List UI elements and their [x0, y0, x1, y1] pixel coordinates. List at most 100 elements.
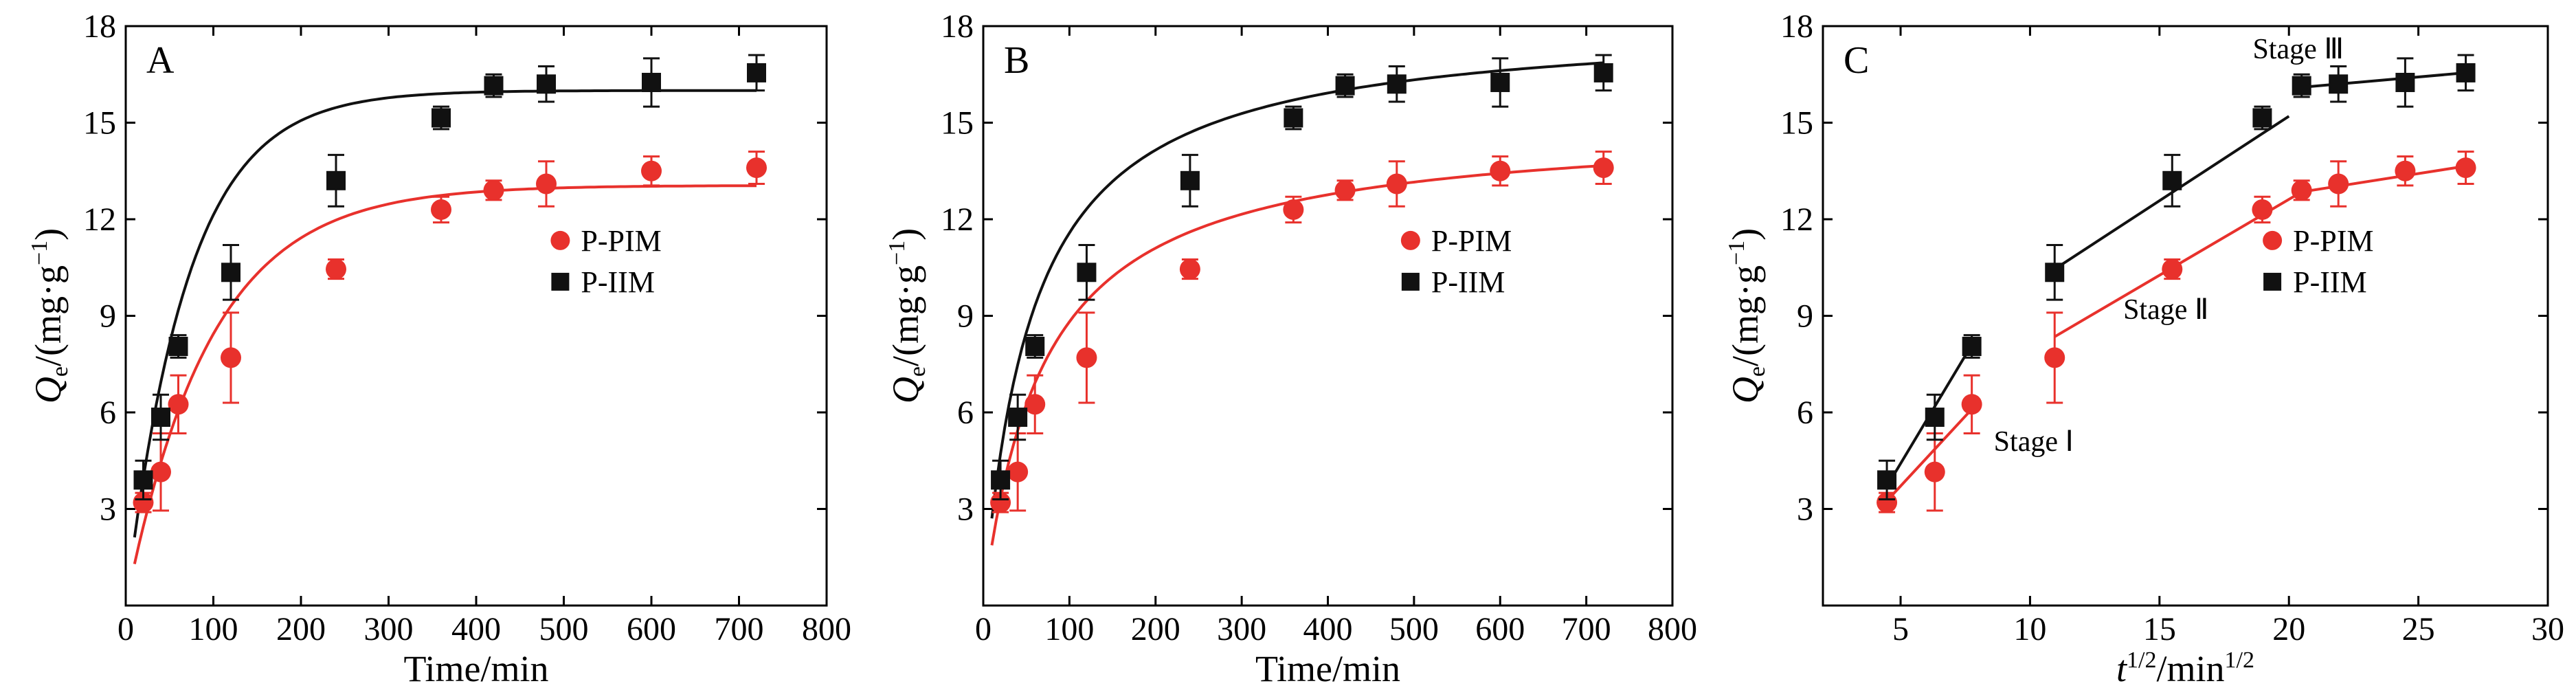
panel-c-y-tick-label: 15 — [1780, 105, 1813, 142]
panel-a-point-p-pim — [746, 157, 767, 179]
panel-c-point-p-pim — [1877, 492, 1898, 513]
panel-b-y-tick-label: 15 — [941, 105, 974, 142]
panel-b-point-p-pim — [1386, 173, 1407, 195]
panel-c-x-tick-label: 25 — [2402, 611, 2435, 647]
panel-b-ylabel-sub: e — [905, 366, 930, 377]
panel-b-point-p-iim — [1490, 72, 1510, 92]
panel-c-fit-lines — [1885, 71, 2466, 502]
panel-b: 0 100 200 300 400 500 600 700 800 3 6 9 12 15 18 B Tim… — [884, 8, 1697, 689]
panel-c-x-tick-label: 30 — [2531, 611, 2564, 647]
panel-a-x-tick-label: 100 — [189, 611, 238, 647]
panel-a-letter: A — [146, 39, 175, 82]
panel-a-point-p-pim — [133, 492, 154, 513]
panel-a-point-p-iim — [221, 263, 240, 282]
panel-c-point-p-iim — [2252, 108, 2272, 128]
panel-c-point-p-iim — [2045, 263, 2065, 282]
panel-c-point-p-pim — [2395, 160, 2416, 181]
panel-c-segment-p-iim — [2301, 71, 2466, 89]
panel-c-point-p-iim — [1962, 336, 1982, 356]
panel-b-point-p-pim — [1179, 258, 1200, 280]
panel-c-y-tick-label: 18 — [1780, 8, 1813, 45]
panel-c-ticks: 5 10 15 20 25 30 3 6 9 12 15 18 — [1780, 8, 2564, 647]
panel-c-point-p-pim — [2252, 199, 2273, 220]
panel-b-y-tick-label: 18 — [941, 8, 974, 45]
panel-b-x-axis-title: Time/min — [1255, 648, 1400, 689]
panel-a-point-p-pim — [326, 258, 346, 280]
panel-a-x-tick-label: 600 — [627, 611, 676, 647]
panel-b-point-p-iim — [1025, 336, 1045, 356]
panel-c-point-p-pim — [1924, 461, 1945, 482]
panel-b-point-p-iim — [1077, 263, 1097, 282]
panel-b-markers — [990, 54, 1614, 513]
panel-c-legend-swatch-p-pim — [2263, 230, 2283, 250]
panel-b-legend-swatch-p-iim — [1401, 272, 1420, 291]
panel-c-point-p-iim — [2329, 74, 2349, 94]
panel-a-y-tick-label: 15 — [83, 105, 116, 142]
panel-c-y-tick-label: 9 — [1797, 298, 1813, 335]
panel-c-annotation-stage-2: Stage Ⅱ — [2123, 294, 2208, 326]
panel-a-ylabel-sup: −1 — [27, 241, 52, 265]
panel-b-x-tick-label: 400 — [1303, 611, 1353, 647]
panel-b-x-tick-label: 800 — [1648, 611, 1697, 647]
panel-c-point-p-iim — [2395, 72, 2415, 92]
panel-a-point-p-iim — [151, 408, 170, 428]
panel-a-x-tick-label: 0 — [117, 611, 134, 647]
panel-a-legend-p-iim: P-IIM — [581, 265, 655, 299]
panel-b-legend-swatch-p-pim — [1400, 230, 1420, 250]
panel-c-legend: P-PIM P-IIM — [2263, 224, 2373, 299]
panel-c-markers — [1877, 54, 2476, 513]
panel-a-point-p-pim — [641, 160, 662, 181]
panel-b-letter: B — [1004, 39, 1029, 82]
panel-c-x-tick-label: 15 — [2143, 611, 2176, 647]
panel-a-ylabel-q: Q — [27, 377, 69, 403]
panel-a-y-axis-title: Qe/(mg·g−1) — [27, 228, 73, 403]
panel-c-x-tick-label: 10 — [2013, 611, 2046, 647]
panel-b-y-tick-label: 9 — [957, 298, 974, 335]
panel-a-x-tick-label: 800 — [802, 611, 851, 647]
panel-a: 0 100 200 300 400 500 600 700 800 3 6 9 12 15 18 A Tim… — [27, 8, 851, 689]
panel-a-point-p-iim — [326, 170, 346, 190]
panel-c-point-p-pim — [2455, 157, 2476, 179]
panel-c-xlabel-sup: 1/2 — [2127, 647, 2156, 673]
panel-c-legend-p-pim: P-PIM — [2293, 224, 2373, 258]
panel-a-legend-p-pim: P-PIM — [581, 224, 661, 258]
panel-a-x-tick-label: 400 — [451, 611, 501, 647]
panel-b-ylabel-close: ) — [885, 228, 926, 241]
panel-a-point-p-pim — [536, 173, 557, 195]
panel-b-point-p-pim — [990, 492, 1011, 513]
panel-b-point-p-iim — [1593, 63, 1613, 82]
panel-b-y-axis-title: Qe/(mg·g−1) — [884, 228, 930, 403]
panel-b-point-p-iim — [1387, 74, 1407, 94]
panel-a-y-tick-label: 6 — [100, 395, 116, 431]
panel-b-point-p-iim — [1180, 170, 1200, 190]
panel-a-y-tick-label: 18 — [83, 8, 116, 45]
panel-b-point-p-iim — [1335, 76, 1355, 96]
panel-a-y-tick-label: 12 — [83, 201, 116, 238]
panel-b-point-p-pim — [1334, 179, 1356, 201]
panel-a-fit-lines — [133, 89, 757, 565]
panel-a-point-p-iim — [432, 108, 451, 128]
panel-b-point-p-iim — [991, 470, 1011, 490]
panel-c-segment-p-pim — [2301, 164, 2466, 194]
panel-a-x-tick-label: 500 — [539, 611, 589, 647]
panel-a-point-p-pim — [168, 394, 189, 415]
panel-c-xlabel-unit: /min — [2157, 648, 2225, 689]
panel-a-point-p-pim — [431, 199, 451, 220]
panel-a-x-tick-label: 300 — [364, 611, 414, 647]
panel-c-point-p-iim — [2162, 170, 2182, 190]
panel-b-x-tick-label: 600 — [1475, 611, 1525, 647]
panel-b-point-p-iim — [1008, 408, 1028, 428]
panel-b-point-p-iim — [1284, 108, 1303, 128]
panel-c-ylabel-unit: /(mg·g — [1725, 265, 1766, 366]
panel-b-x-tick-label: 100 — [1044, 611, 1094, 647]
panel-c-point-p-iim — [1925, 408, 1945, 428]
panel-b-x-tick-label: 0 — [975, 611, 992, 647]
panel-b-legend-p-pim: P-PIM — [1431, 224, 1512, 258]
panel-c-legend-p-iim: P-IIM — [2293, 265, 2367, 299]
panel-b-point-p-pim — [1024, 394, 1046, 415]
panel-a-point-p-iim — [168, 336, 188, 356]
panel-c-y-tick-label: 12 — [1780, 201, 1813, 238]
panel-c-point-p-pim — [2328, 173, 2349, 195]
